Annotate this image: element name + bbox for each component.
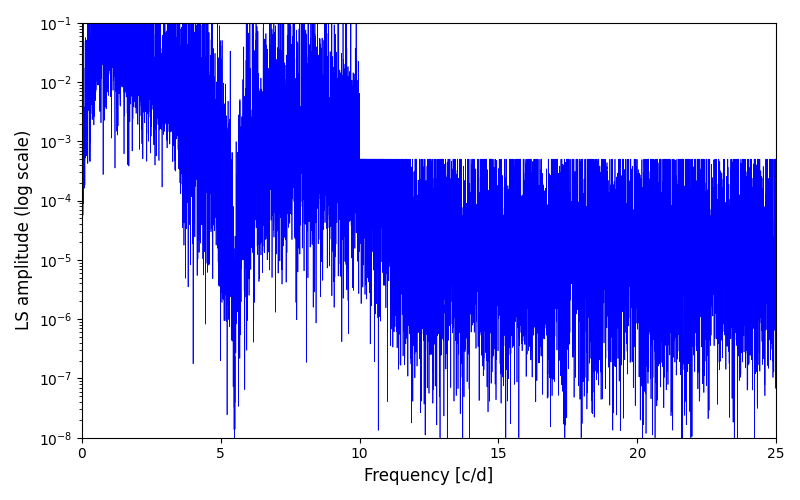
Y-axis label: LS amplitude (log scale): LS amplitude (log scale) [15, 130, 33, 330]
X-axis label: Frequency [c/d]: Frequency [c/d] [364, 467, 494, 485]
